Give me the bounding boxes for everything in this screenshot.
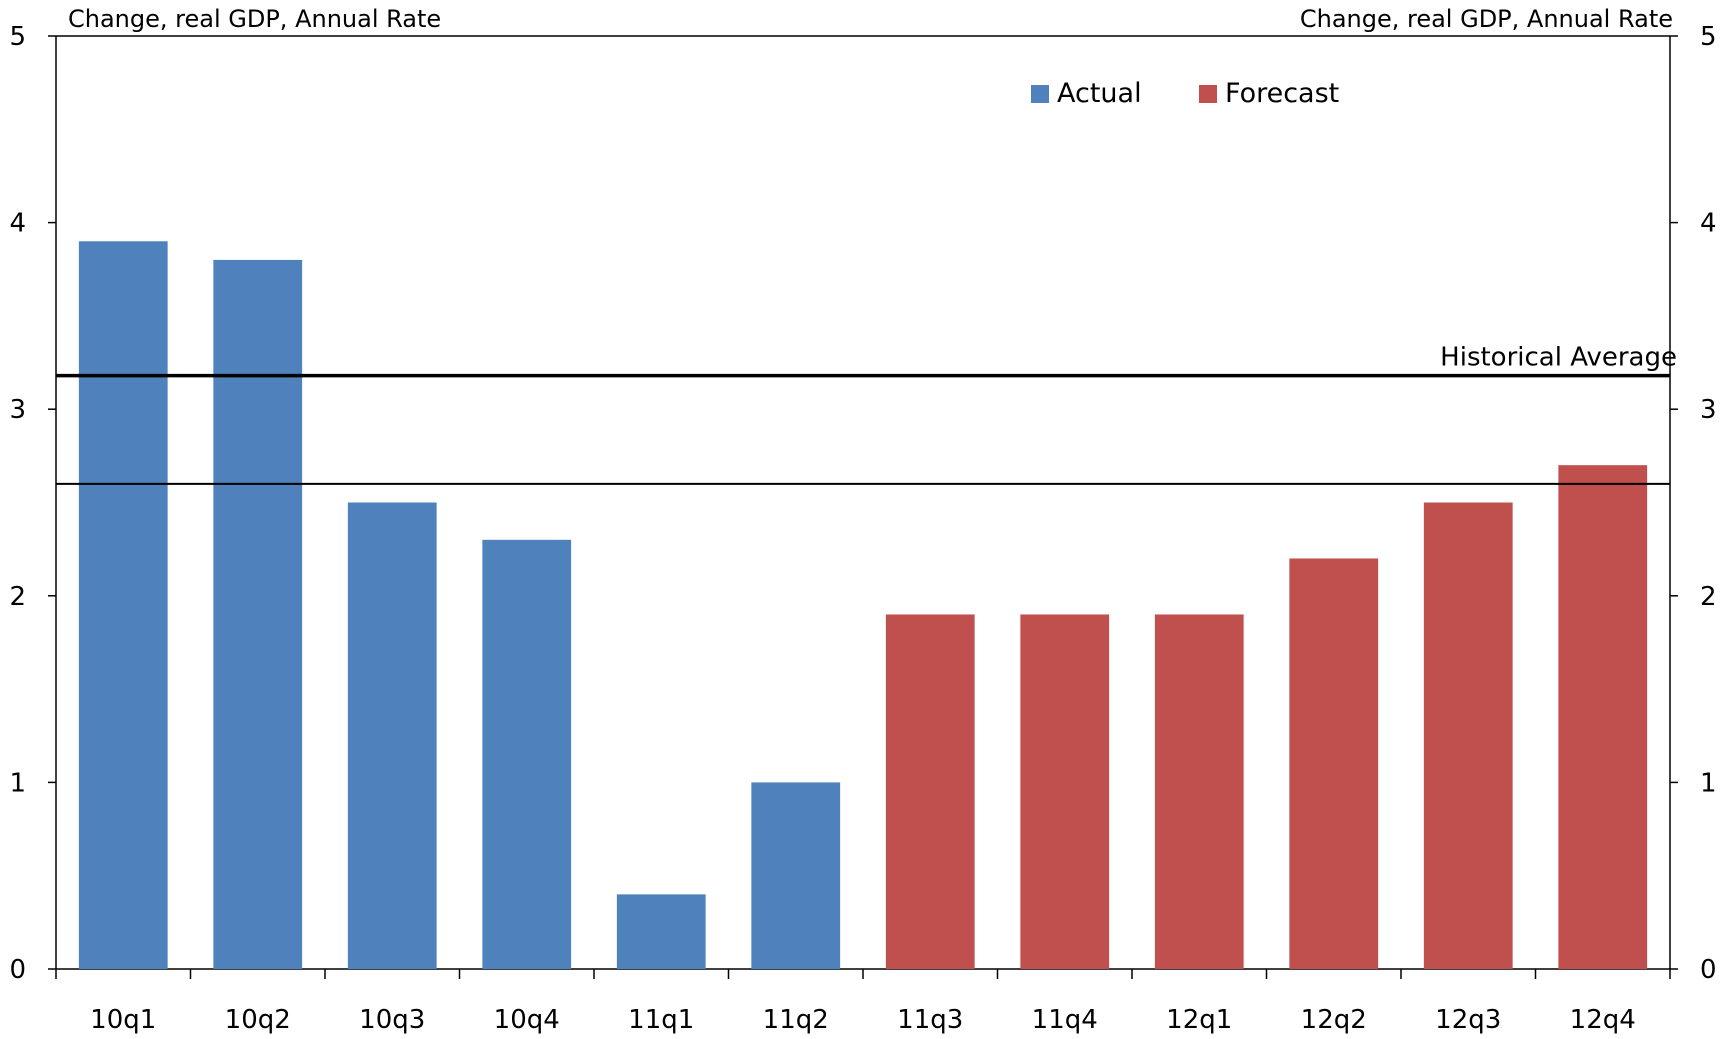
x-tick-label: 10q4 — [494, 1005, 560, 1035]
right-y-tick-label: 5 — [1700, 22, 1717, 52]
left-y-tick-label: 3 — [9, 395, 26, 425]
bar-actual-10q2 — [213, 259, 303, 969]
bars-layer — [78, 241, 1648, 969]
left-y-tick-label: 2 — [9, 582, 26, 612]
bar-forecast-11q4 — [1020, 614, 1110, 969]
left-y-tick-label: 5 — [9, 22, 26, 52]
legend-label-actual: Actual — [1057, 78, 1142, 109]
x-tick-label: 12q3 — [1435, 1005, 1501, 1035]
right-y-tick-label: 4 — [1700, 209, 1717, 239]
bar-actual-11q2 — [751, 782, 841, 969]
legend: Actual Forecast — [1031, 78, 1339, 109]
axes-layer — [48, 35, 1678, 979]
x-tick-label: 11q4 — [1032, 1005, 1098, 1035]
bar-forecast-12q4 — [1558, 465, 1648, 969]
legend-swatch-forecast — [1199, 85, 1217, 103]
x-tick-label: 10q3 — [359, 1005, 425, 1035]
x-tick-label: 12q4 — [1570, 1005, 1636, 1035]
left-y-tick-label: 0 — [9, 955, 26, 985]
x-tick-label: 10q2 — [225, 1005, 291, 1035]
labels-layer: 0 0 1 1 2 2 3 3 4 4 5 5 10q1 10q2 10q3 10q4 11q1 11q2 11q3… — [9, 22, 1716, 1035]
reference-lines-layer — [56, 373, 1670, 485]
x-tick-label: 11q2 — [763, 1005, 829, 1035]
right-axis-title: Change, real GDP, Annual Rate — [1300, 5, 1673, 33]
x-tick-label: 12q2 — [1301, 1005, 1367, 1035]
legend-label-forecast: Forecast — [1225, 78, 1339, 109]
x-tick-label: 11q1 — [628, 1005, 694, 1035]
bar-actual-10q3 — [347, 502, 437, 969]
legend-swatch-actual — [1031, 85, 1049, 103]
bar-forecast-12q1 — [1154, 614, 1244, 969]
x-tick-label: 12q1 — [1166, 1005, 1232, 1035]
bar-forecast-11q3 — [885, 614, 975, 969]
left-y-tick-label: 4 — [9, 209, 26, 239]
bar-actual-10q4 — [482, 539, 572, 969]
bar-actual-10q1 — [78, 241, 168, 969]
right-y-tick-label: 3 — [1700, 395, 1717, 425]
left-y-tick-label: 1 — [9, 768, 26, 798]
right-y-tick-label: 2 — [1700, 582, 1717, 612]
right-y-tick-label: 0 — [1700, 955, 1717, 985]
bar-actual-11q1 — [616, 894, 706, 969]
left-axis-title: Change, real GDP, Annual Rate — [68, 5, 441, 33]
x-tick-label: 10q1 — [90, 1005, 156, 1035]
x-tick-label: 11q3 — [897, 1005, 963, 1035]
bar-forecast-12q3 — [1423, 502, 1513, 969]
historical-average-label: Historical Average — [1440, 343, 1677, 373]
bar-forecast-12q2 — [1289, 558, 1379, 969]
right-y-tick-label: 1 — [1700, 768, 1717, 798]
